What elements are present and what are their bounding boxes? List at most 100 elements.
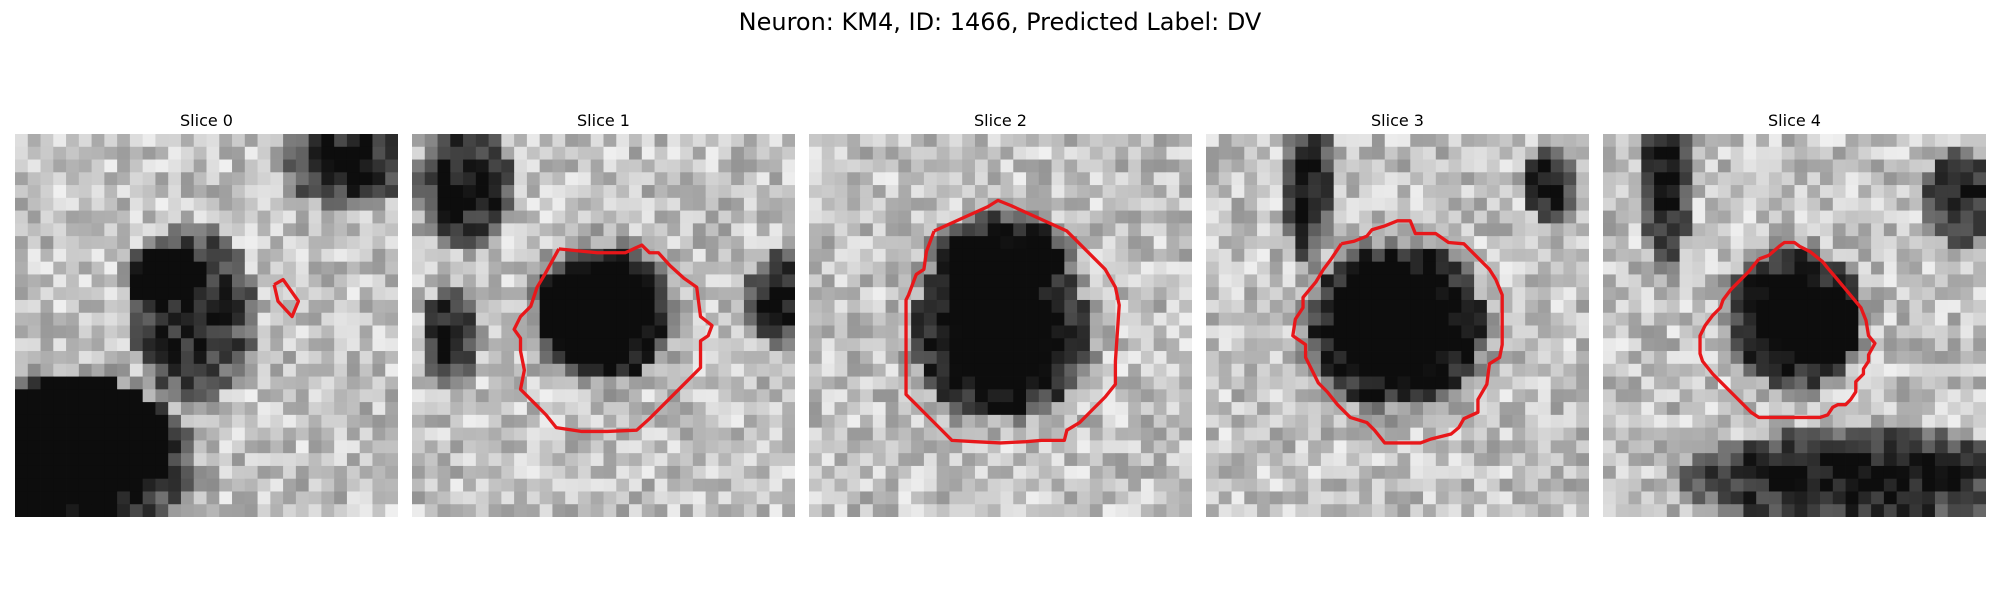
- pixel: [680, 414, 694, 429]
- pixel: [1461, 504, 1475, 517]
- pixel: [78, 261, 92, 275]
- pixel: [616, 351, 630, 365]
- pixel: [885, 210, 899, 224]
- pixel: [616, 376, 630, 390]
- pixel: [346, 185, 361, 199]
- pixel: [424, 325, 438, 339]
- pixel: [346, 414, 361, 429]
- pixel: [577, 465, 592, 480]
- pixel: [1909, 287, 1923, 301]
- pixel: [1603, 414, 1617, 429]
- pixel: [860, 248, 874, 263]
- pixel: [1486, 376, 1501, 390]
- pixel: [1051, 312, 1065, 326]
- pixel: [834, 325, 848, 339]
- pixel: [847, 338, 861, 352]
- pixel: [1128, 248, 1142, 263]
- pixel: [295, 134, 310, 148]
- pixel: [1102, 338, 1116, 352]
- pixel: [526, 491, 541, 505]
- pixel: [321, 274, 335, 288]
- pixel: [577, 376, 592, 390]
- pixel: [680, 312, 694, 326]
- pixel: [1026, 376, 1040, 390]
- pixel: [1448, 389, 1462, 403]
- pixel: [1448, 223, 1462, 237]
- pixel: [1295, 440, 1309, 454]
- pixel: [1947, 312, 1961, 326]
- pixel: [1603, 440, 1617, 454]
- segmentation-outline: [512, 243, 714, 434]
- pixel: [15, 453, 29, 467]
- pixel: [53, 325, 67, 339]
- pixel: [1026, 478, 1040, 492]
- pixel: [936, 440, 950, 454]
- pixel: [1064, 478, 1078, 492]
- pixel: [257, 172, 271, 186]
- pixel: [1486, 389, 1501, 403]
- pixel: [412, 363, 426, 377]
- pixel: [1179, 338, 1192, 352]
- pixel: [437, 261, 451, 275]
- pixel: [334, 376, 348, 390]
- pixel: [270, 453, 284, 467]
- pixel: [1705, 427, 1719, 441]
- pixel: [834, 236, 848, 250]
- pixel: [168, 134, 182, 148]
- pixel: [834, 504, 848, 517]
- pixel: [667, 248, 681, 263]
- pixel: [1295, 402, 1309, 416]
- pixel: [1257, 197, 1271, 211]
- pixel: [667, 210, 681, 224]
- pixel: [1525, 376, 1539, 390]
- pixel: [1013, 478, 1027, 492]
- pixel: [565, 274, 579, 288]
- pixel: [974, 274, 989, 288]
- pixel: [1947, 465, 1961, 480]
- pixel: [450, 465, 464, 480]
- pixel: [616, 261, 630, 275]
- pixel: [1179, 491, 1192, 505]
- pixel: [872, 389, 886, 403]
- pixel: [641, 299, 655, 314]
- pixel: [1743, 389, 1757, 403]
- pixel: [1435, 146, 1449, 160]
- pixel: [91, 223, 105, 237]
- pixel: [590, 185, 604, 199]
- pixel: [1960, 223, 1974, 237]
- pixel: [667, 351, 681, 365]
- pixel: [1603, 299, 1617, 314]
- pixel: [1858, 134, 1872, 148]
- pixel: [603, 236, 617, 250]
- pixel: [1384, 299, 1398, 314]
- pixel: [911, 210, 925, 224]
- pixel: [104, 159, 118, 173]
- pixel: [769, 287, 783, 301]
- pixel: [1179, 274, 1192, 288]
- pixel: [1000, 363, 1014, 377]
- pixel: [514, 478, 528, 492]
- pixel: [1896, 146, 1910, 160]
- pixel: [283, 261, 297, 275]
- pixel: [27, 427, 41, 441]
- pixel: [1896, 325, 1910, 339]
- pixel: [372, 427, 386, 441]
- pixel: [1794, 146, 1808, 160]
- pixel: [1973, 197, 1986, 211]
- pixel: [1218, 504, 1232, 517]
- pixel: [321, 261, 335, 275]
- pixel: [809, 453, 823, 467]
- pixel: [475, 312, 489, 326]
- pixel: [1781, 478, 1795, 492]
- pixel: [168, 312, 182, 326]
- pixel: [232, 478, 246, 492]
- pixel: [1064, 172, 1078, 186]
- pixel: [424, 236, 438, 250]
- pixel: [1641, 197, 1655, 211]
- pixel: [412, 414, 426, 429]
- pixel: [1371, 389, 1386, 403]
- pixel: [1218, 325, 1232, 339]
- pixel: [168, 146, 182, 160]
- pixel: [1807, 210, 1821, 224]
- pixel: [1257, 491, 1271, 505]
